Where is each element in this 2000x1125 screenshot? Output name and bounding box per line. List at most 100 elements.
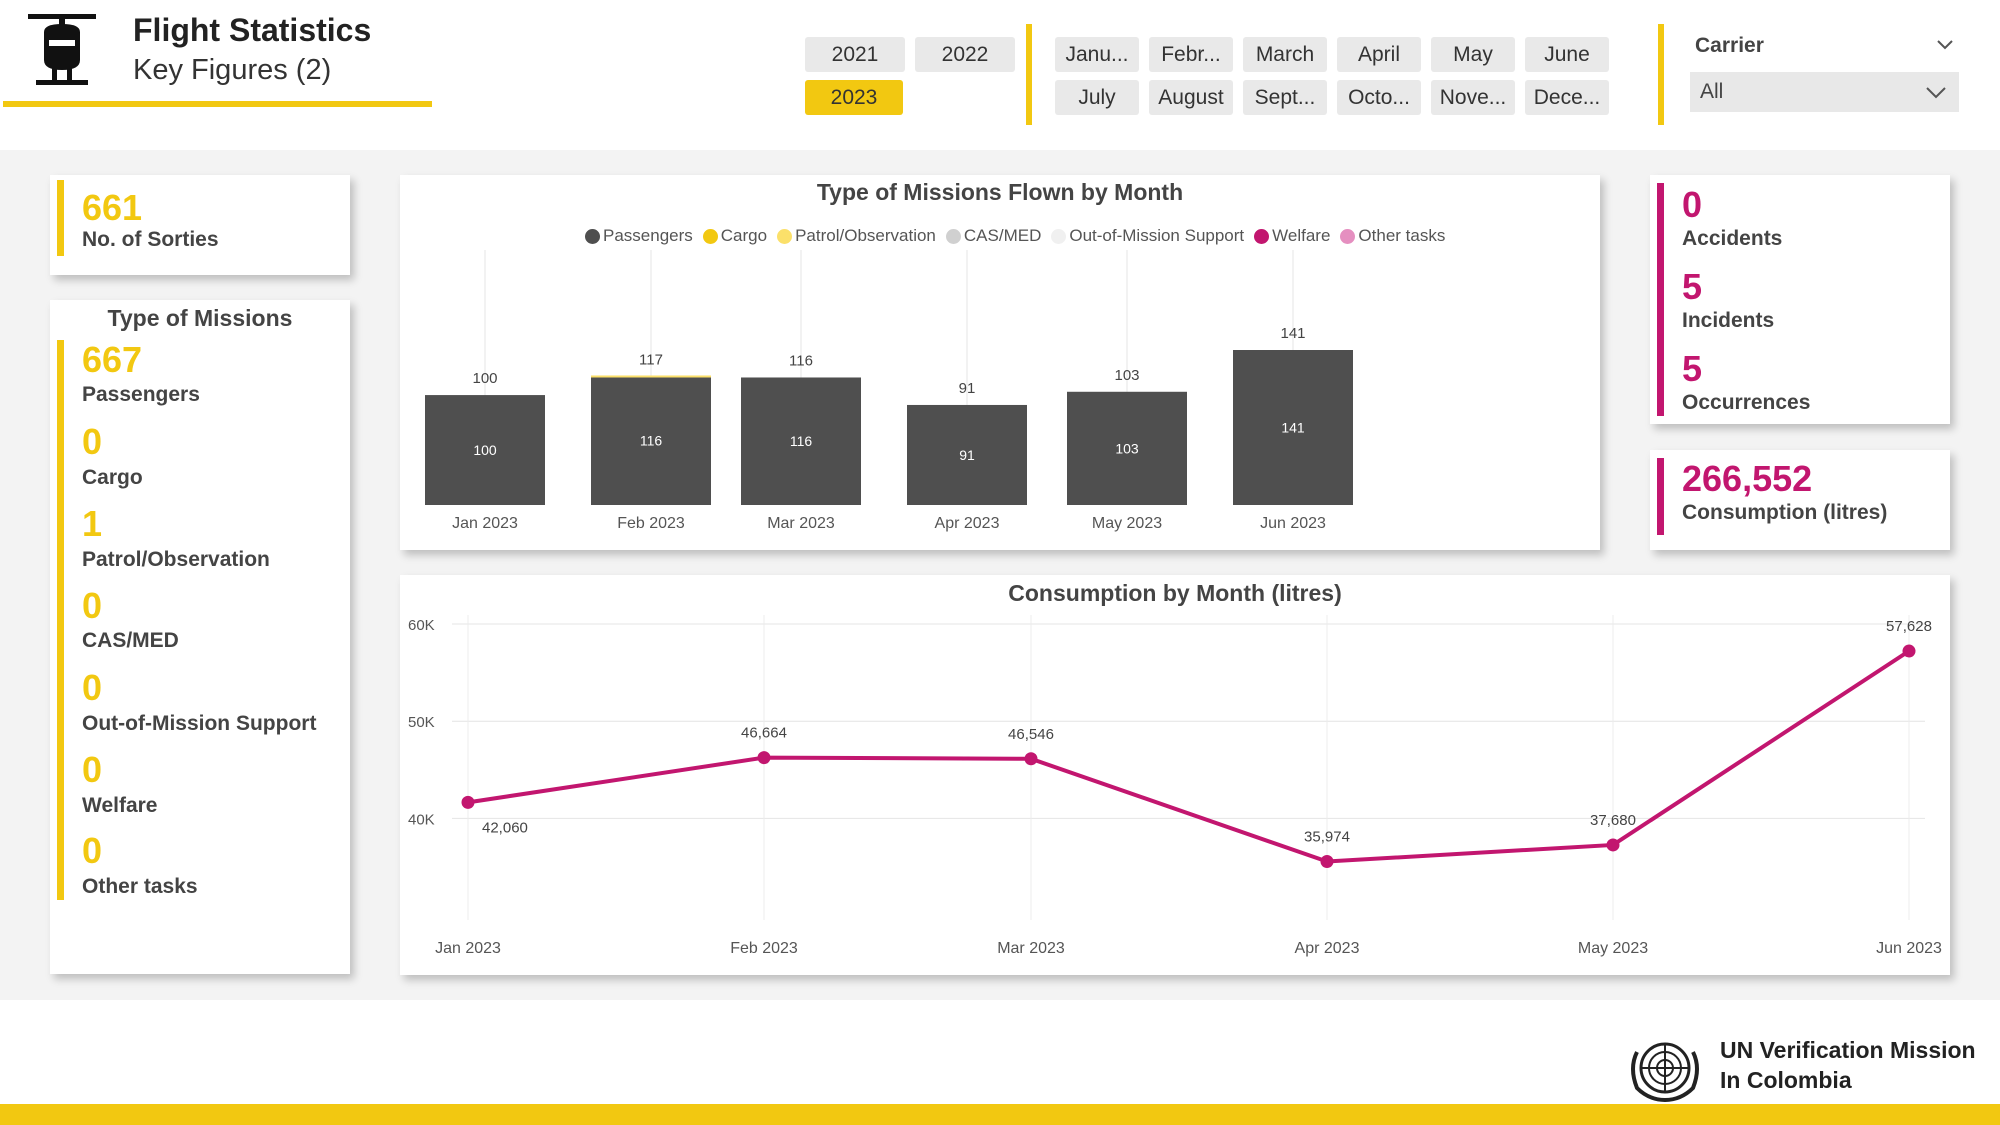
consumption-data-label: 57,628 bbox=[1886, 618, 1932, 635]
x-axis-tick-label: Feb 2023 bbox=[730, 940, 798, 957]
consumption-point bbox=[1320, 855, 1334, 869]
x-axis-tick-label: Jan 2023 bbox=[452, 515, 518, 532]
legend-patrol[interactable]: Patrol/Observation bbox=[777, 226, 936, 246]
occurrences-value: 5 bbox=[1682, 348, 1703, 389]
x-axis-tick-label: Jun 2023 bbox=[1260, 515, 1326, 532]
organization-line-1: UN Verification Mission bbox=[1720, 1037, 1976, 1063]
helicopter-icon bbox=[22, 10, 102, 92]
bar-data-label: 116 bbox=[790, 433, 813, 449]
legend-out-of-mission[interactable]: Out-of-Mission Support bbox=[1051, 226, 1244, 246]
legend-dot bbox=[585, 228, 600, 244]
accent-bar bbox=[57, 180, 64, 256]
legend-cargo[interactable]: Cargo bbox=[702, 226, 768, 246]
x-axis-tick-label: May 2023 bbox=[1578, 940, 1648, 957]
month-july-button[interactable]: July bbox=[1055, 80, 1139, 115]
collapse-chevron-icon[interactable] bbox=[1935, 34, 1955, 54]
x-axis-tick-label: Jan 2023 bbox=[435, 940, 501, 957]
accent-bar bbox=[1657, 183, 1664, 416]
bar-segment bbox=[591, 375, 711, 378]
x-axis-tick-label: Apr 2023 bbox=[935, 515, 1000, 532]
y-axis-tick-label: 50K bbox=[408, 714, 435, 731]
un-emblem-icon bbox=[1625, 1032, 1705, 1104]
missions-by-month-card: Type of Missions Flown by Month Passenge… bbox=[400, 175, 1600, 550]
legend-label: Other tasks bbox=[1358, 226, 1446, 245]
page-title: Flight Statistics bbox=[133, 12, 372, 48]
accent-bar bbox=[57, 340, 64, 900]
month-june-button[interactable]: June bbox=[1525, 37, 1609, 72]
consumption-label: Consumption (litres) bbox=[1682, 501, 1888, 524]
consumption-card: 266,552 Consumption (litres) bbox=[1650, 450, 1950, 550]
legend-casmed[interactable]: CAS/MED bbox=[945, 226, 1042, 246]
casmed-value: 0 bbox=[82, 585, 103, 626]
footer-bar bbox=[0, 1104, 2000, 1125]
bar-segment bbox=[1067, 391, 1187, 505]
out-of-mission-value: 0 bbox=[82, 667, 103, 708]
missions-chart-title: Type of Missions Flown by Month bbox=[816, 179, 1184, 205]
legend-label: Out-of-Mission Support bbox=[1069, 226, 1245, 245]
bar-total-label: 141 bbox=[1280, 325, 1305, 342]
legend-label: CAS/MED bbox=[963, 226, 1042, 245]
month-october-button[interactable]: Octo... bbox=[1337, 80, 1421, 115]
legend-dot bbox=[945, 228, 961, 244]
legend-label: Passengers bbox=[603, 226, 693, 245]
x-axis-tick-label: Mar 2023 bbox=[767, 515, 835, 532]
month-december-button[interactable]: Dece... bbox=[1525, 80, 1609, 115]
consumption-line-chart: 60K 50K 40K 42,060 Jan 2023 46,664 Feb 2023 46,… bbox=[408, 615, 1942, 957]
bar-data-label: 103 bbox=[1115, 440, 1139, 456]
safety-card: 0 Accidents 5 Incidents 5 Occurrences bbox=[1650, 175, 1950, 424]
casmed-label: CAS/MED bbox=[82, 629, 179, 652]
month-september-button[interactable]: Sept... bbox=[1243, 80, 1327, 115]
bar-segment bbox=[1233, 350, 1353, 505]
out-of-mission-label: Out-of-Mission Support bbox=[82, 712, 317, 735]
consumption-point bbox=[757, 751, 771, 765]
consumption-data-label: 46,664 bbox=[741, 725, 787, 742]
month-november-button[interactable]: Nove... bbox=[1431, 80, 1515, 115]
year-2022-button[interactable]: 2022 bbox=[915, 37, 1015, 72]
sorties-card: 661 No. of Sorties bbox=[50, 175, 350, 275]
organization-name: UN Verification Mission In Colombia bbox=[1720, 1035, 1976, 1095]
month-april-button[interactable]: April bbox=[1337, 37, 1421, 72]
accent-bar bbox=[1657, 458, 1664, 535]
sorties-label: No. of Sorties bbox=[82, 228, 219, 251]
legend-passengers[interactable]: Passengers bbox=[585, 226, 693, 246]
occurrences-label: Occurrences bbox=[1682, 391, 1811, 414]
month-may-button[interactable]: May bbox=[1431, 37, 1515, 72]
legend-label: Patrol/Observation bbox=[795, 226, 936, 245]
year-2021-button[interactable]: 2021 bbox=[805, 37, 905, 72]
consumption-by-month-card: Consumption by Month (litres) 60K 50K 40K 4… bbox=[400, 575, 1950, 975]
welfare-label: Welfare bbox=[82, 794, 158, 817]
x-axis-tick-label: Mar 2023 bbox=[997, 940, 1065, 957]
bar-segment bbox=[591, 377, 711, 505]
bar-segment bbox=[741, 377, 861, 505]
month-march-button[interactable]: March bbox=[1243, 37, 1327, 72]
legend-label: Cargo bbox=[720, 226, 768, 245]
consumption-point bbox=[461, 795, 475, 809]
carrier-dropdown[interactable]: All bbox=[1690, 72, 1959, 112]
month-february-button[interactable]: Febr... bbox=[1149, 37, 1233, 72]
incidents-label: Incidents bbox=[1682, 309, 1775, 332]
consumption-data-label: 35,974 bbox=[1304, 829, 1350, 846]
legend-welfare[interactable]: Welfare bbox=[1254, 226, 1330, 246]
title-underline bbox=[3, 101, 432, 107]
consumption-series-line bbox=[467, 649, 1911, 864]
y-axis-tick-label: 60K bbox=[408, 617, 435, 634]
legend-dot bbox=[1340, 228, 1356, 244]
cargo-label: Cargo bbox=[82, 466, 143, 489]
bar-total-label: 100 bbox=[472, 370, 497, 387]
x-axis-tick-label: May 2023 bbox=[1092, 515, 1162, 532]
accidents-value: 0 bbox=[1682, 184, 1703, 225]
carrier-selected-value: All bbox=[1700, 80, 1724, 103]
y-axis-tick-label: 40K bbox=[408, 811, 435, 828]
other-tasks-label: Other tasks bbox=[82, 875, 198, 898]
month-august-button[interactable]: August bbox=[1149, 80, 1233, 115]
bar-total-label: 103 bbox=[1114, 367, 1139, 384]
chevron-down-icon bbox=[1925, 82, 1947, 108]
year-2023-button[interactable]: 2023 bbox=[805, 80, 903, 115]
bar-total-label: 117 bbox=[639, 351, 663, 368]
other-tasks-value: 0 bbox=[82, 830, 103, 871]
legend-other-tasks[interactable]: Other tasks bbox=[1340, 226, 1445, 246]
legend-dot bbox=[702, 228, 718, 244]
consumption-point bbox=[1902, 644, 1916, 658]
month-january-button[interactable]: Janu... bbox=[1055, 37, 1139, 72]
carrier-label: Carrier bbox=[1695, 34, 1764, 57]
